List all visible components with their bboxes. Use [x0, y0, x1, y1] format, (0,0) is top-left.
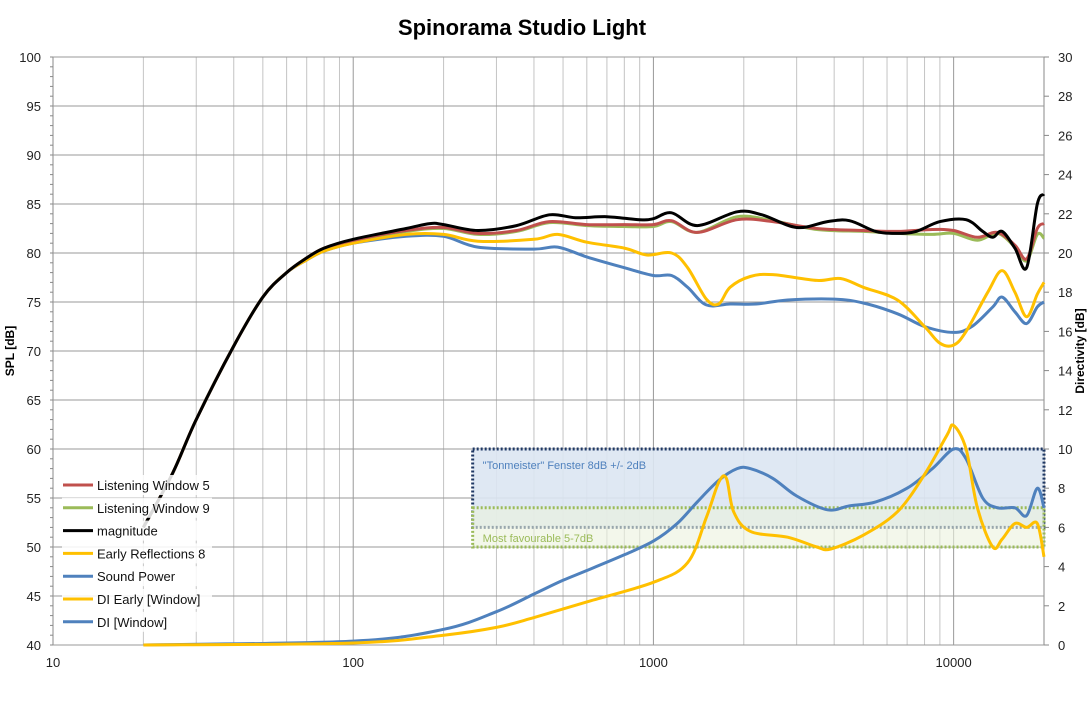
- y2-tick-label: 24: [1058, 168, 1072, 183]
- y-tick-label: 50: [27, 540, 41, 555]
- y-tick-label: 90: [27, 148, 41, 163]
- y-tick-label: 60: [27, 442, 41, 457]
- legend-label: magnitude: [97, 524, 158, 539]
- legend-bg: [62, 566, 212, 587]
- x-tick-label: 10: [46, 655, 60, 670]
- legend-bg: [62, 543, 212, 564]
- y2-axis-label: Directivity [dB]: [1073, 308, 1087, 393]
- y2-tick-label: 12: [1058, 403, 1072, 418]
- series-line-magnitude: [142, 193, 1046, 529]
- y2-tick-label: 2: [1058, 599, 1065, 614]
- legend: Listening Window 5 Listening Window 9 magn…: [62, 475, 212, 632]
- legend-label: DI [Window]: [97, 615, 167, 630]
- y-tick-label: 55: [27, 491, 41, 506]
- y-tick-label: 40: [27, 638, 41, 653]
- y-tick-label: 65: [27, 393, 41, 408]
- annotation-text: Most favourable 5-7dB: [483, 533, 594, 545]
- legend-bg: [62, 497, 212, 518]
- y2-tick-label: 14: [1058, 364, 1072, 379]
- tick-labels: 4045505560657075808590951000246810121416…: [19, 50, 1072, 670]
- legend-label: Sound Power: [97, 569, 176, 584]
- annotation-box: [471, 506, 1046, 549]
- y2-tick-label: 30: [1058, 50, 1072, 65]
- y-tick-label: 70: [27, 344, 41, 359]
- y2-tick-label: 8: [1058, 481, 1065, 496]
- y-tick-label: 85: [27, 197, 41, 212]
- y-tick-label: 75: [27, 295, 41, 310]
- y-tick-label: 95: [27, 99, 41, 114]
- series-line-early-reflections-8: [142, 231, 1046, 529]
- y2-tick-label: 20: [1058, 246, 1072, 261]
- legend-label: Listening Window 9: [97, 501, 210, 516]
- legend-bg: [62, 589, 212, 609]
- chart-title: Spinorama Studio Light: [398, 15, 647, 40]
- y-axis-label: SPL [dB]: [3, 326, 17, 376]
- y2-tick-label: 0: [1058, 638, 1065, 653]
- y-tick-label: 80: [27, 246, 41, 261]
- annotations: "Tonmeister" Fenster 8dB +/- 2dB Most fav…: [471, 447, 1046, 549]
- legend-bg: [62, 520, 212, 541]
- y2-tick-label: 16: [1058, 324, 1072, 339]
- y-tick-label: 45: [27, 589, 41, 604]
- y-tick-label: 100: [19, 50, 41, 65]
- annotation-text: "Tonmeister" Fenster 8dB +/- 2dB: [483, 460, 646, 472]
- series-line-di-window: [143, 447, 1046, 647]
- y2-tick-label: 26: [1058, 128, 1072, 143]
- legend-bg: [62, 475, 212, 495]
- legend-bg: [62, 611, 212, 632]
- legend-label: Listening Window 5: [97, 478, 210, 493]
- y2-tick-label: 28: [1058, 89, 1072, 104]
- series-lines: [142, 193, 1046, 647]
- series-line-di-early-window: [143, 423, 1046, 647]
- y2-tick-label: 10: [1058, 442, 1072, 457]
- legend-label: DI Early [Window]: [97, 592, 200, 607]
- x-tick-label: 10000: [936, 655, 972, 670]
- y2-tick-label: 22: [1058, 207, 1072, 222]
- y2-tick-label: 6: [1058, 520, 1065, 535]
- y2-tick-label: 4: [1058, 560, 1065, 575]
- x-tick-label: 100: [342, 655, 364, 670]
- legend-label: Early Reflections 8: [97, 546, 205, 561]
- y2-tick-label: 18: [1058, 285, 1072, 300]
- x-tick-label: 1000: [639, 655, 668, 670]
